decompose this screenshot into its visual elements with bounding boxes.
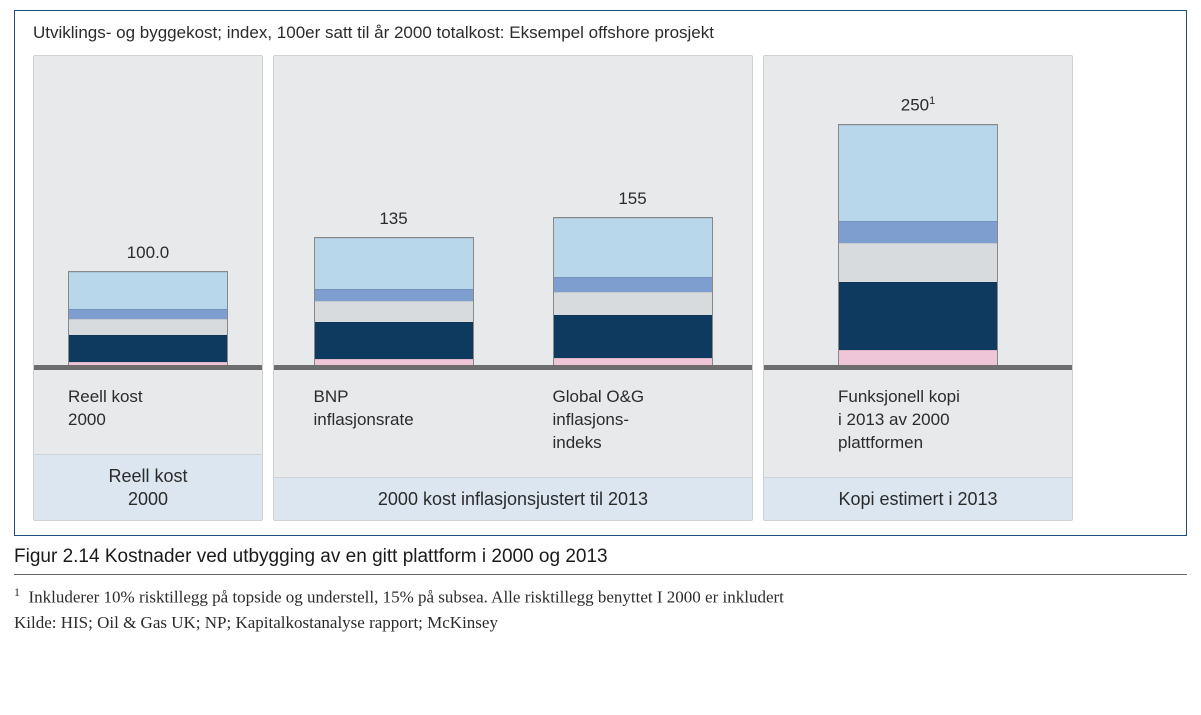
bar-col: 2501 [838,95,998,370]
segment-subsea [554,292,712,316]
bar-value-label: 135 [379,209,407,229]
segment-substructure [69,309,227,319]
panel-2: 2501TopsideUnderstellSubsea utstyrBoring… [763,55,1073,521]
bar-value-label: 155 [618,189,646,209]
segment-drilling [839,282,997,351]
panel-footer: Kopi estimert i 2013 [764,477,1072,521]
bar-x-label: BNPinflasjonsrate [314,386,474,455]
bar-value-sup: 1 [929,95,935,107]
chart-panels: 100.0 Reell kost2000 Reell kost2000 135 155 B… [33,55,1168,521]
stacked-bar [68,271,228,370]
figure-caption: Figur 2.14 Kostnader ved utbygging av en… [14,546,1187,568]
bar-col: 100.0 [68,243,228,370]
panel-footer: Reell kost2000 [34,454,262,520]
chart-area-0: 100.0 Reell kost2000 [34,56,262,454]
segment-topside [69,272,227,309]
axis-line [764,365,1072,370]
segment-topside [839,125,997,221]
segment-topside [554,218,712,277]
bar-value-label: 2501 [901,95,936,116]
chart-frame: Utviklings- og byggekost; index, 100er s… [14,10,1187,536]
panel-1: 135 155 BNPinflasjonsrate Global O&Ginflasj… [273,55,753,521]
stacked-bar [314,237,474,370]
footnote-line1: 1 Inkluderer 10% risktillegg på topside … [14,583,1187,610]
segment-drilling [554,315,712,358]
bar-x-labels: Reell kost2000 [34,370,262,454]
chart-area-1: 135 155 BNPinflasjonsrate Global O&Ginflasj… [274,56,752,477]
bar-col: 155 [553,189,713,370]
segment-substructure [839,221,997,243]
panel-footer: 2000 kost inflasjonsjustert til 2013 [274,477,752,521]
footnote-line2: Kilde: HIS; Oil & Gas UK; NP; Kapitalkos… [14,610,1187,636]
segment-subsea [839,243,997,282]
panel-0: 100.0 Reell kost2000 Reell kost2000 [33,55,263,521]
segment-topside [315,238,473,289]
axis-line [34,365,262,370]
bar-x-label: Reell kost2000 [68,386,228,432]
bar-col: 135 [314,209,474,370]
stacked-bar [553,217,713,370]
segment-substructure [315,289,473,302]
segment-substructure [554,277,712,292]
footnote-block: 1 Inkluderer 10% risktillegg på topside … [14,583,1187,636]
chart-area-2: 2501TopsideUnderstellSubsea utstyrBoring… [764,56,1072,477]
segment-subsea [69,319,227,335]
stacked-bar [838,124,998,370]
caption-divider [14,574,1187,575]
segment-subsea [315,301,473,322]
bar-x-labels: Funksjonell kopii 2013 av 2000plattforme… [764,370,1072,477]
footnote-sup: 1 [14,585,20,599]
bar-x-label: Global O&Ginflasjons-indeks [553,386,713,455]
bar-x-labels: BNPinflasjonsrate Global O&Ginflasjons-in… [274,370,752,477]
chart-subtitle: Utviklings- og byggekost; index, 100er s… [33,23,1168,43]
bar-value-label: 100.0 [127,243,170,263]
segment-drilling [69,335,227,362]
bar-x-label: Funksjonell kopii 2013 av 2000plattforme… [838,386,998,455]
axis-line [274,365,752,370]
segment-drilling [315,322,473,359]
